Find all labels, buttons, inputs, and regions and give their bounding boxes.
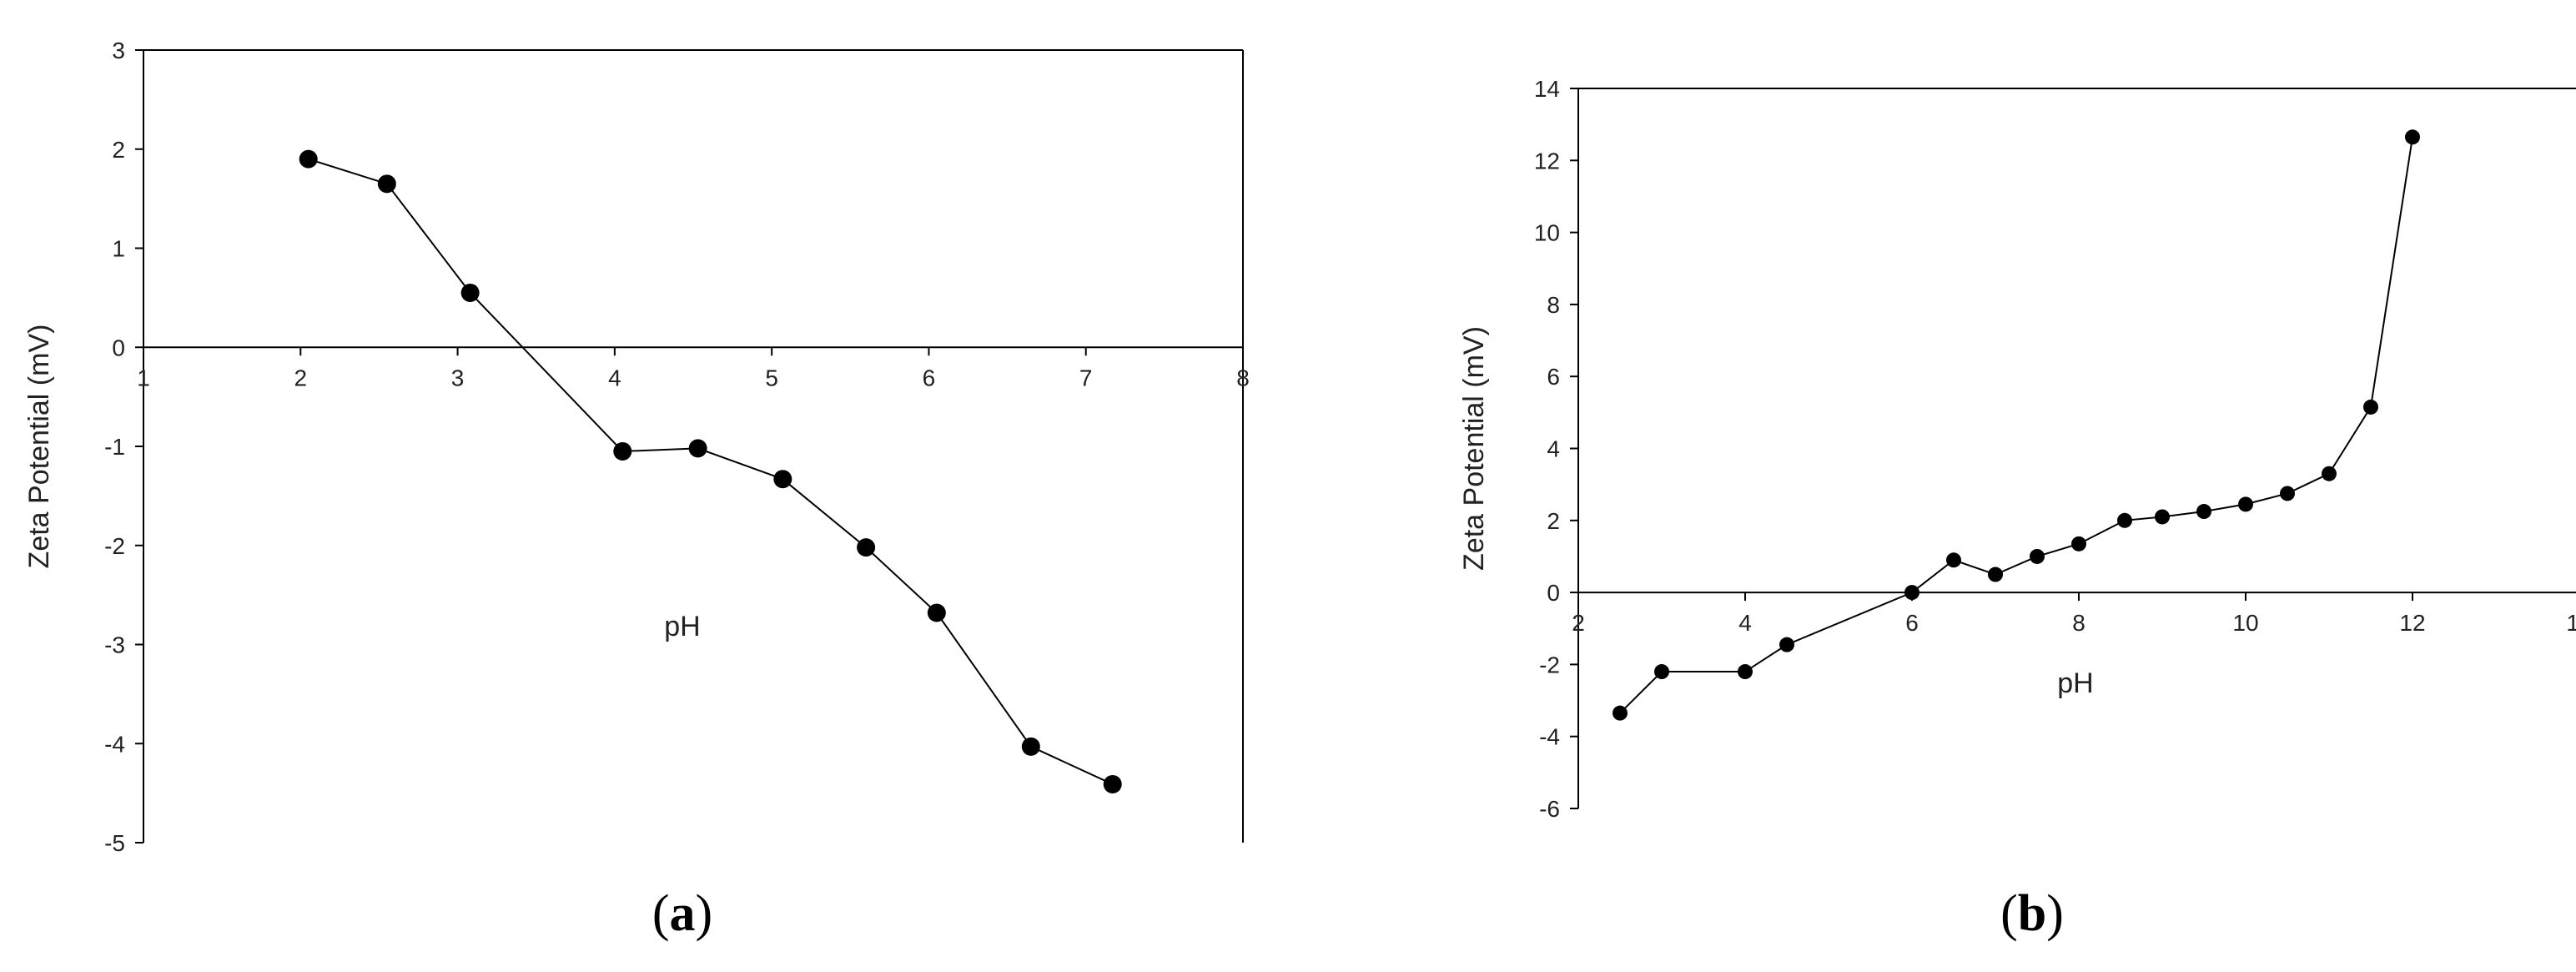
x-axis-title: pH bbox=[2057, 667, 2093, 699]
y-tick-label: 0 bbox=[112, 335, 125, 360]
y-tick-label: -2 bbox=[1539, 652, 1560, 677]
data-point bbox=[2196, 504, 2211, 520]
panel-label-open: ( bbox=[652, 885, 670, 942]
data-point bbox=[2363, 399, 2378, 415]
x-tick-label: 6 bbox=[923, 365, 936, 390]
data-point bbox=[1988, 567, 2003, 582]
data-point bbox=[857, 538, 876, 557]
y-tick-label: 12 bbox=[1534, 148, 1560, 174]
data-point bbox=[927, 603, 946, 622]
y-tick-label: 0 bbox=[1547, 580, 1560, 606]
y-tick-label: 2 bbox=[112, 137, 125, 163]
x-tick-label: 4 bbox=[608, 365, 621, 390]
data-point bbox=[2071, 536, 2086, 551]
data-point bbox=[1613, 705, 1628, 721]
y-tick-label: 8 bbox=[1547, 292, 1560, 318]
x-tick-label: 7 bbox=[1079, 365, 1093, 390]
data-point bbox=[1946, 552, 1961, 568]
y-tick-label: 2 bbox=[1547, 508, 1560, 534]
data-point bbox=[2155, 509, 2170, 525]
x-tick-label: 2 bbox=[1572, 610, 1585, 636]
data-point bbox=[1738, 664, 1753, 680]
panel-label-open: ( bbox=[2000, 885, 2018, 942]
y-axis-title: Zeta Potential (mV) bbox=[23, 325, 55, 569]
panel-label: (b) bbox=[2000, 885, 2064, 942]
y-tick-label: 6 bbox=[1547, 364, 1560, 390]
x-tick-label: 12 bbox=[2399, 610, 2425, 636]
panel-label-letter: b bbox=[2018, 885, 2046, 942]
x-axis-title: pH bbox=[664, 611, 700, 642]
x-tick-label: 14 bbox=[2566, 610, 2576, 636]
y-tick-label: 3 bbox=[112, 38, 125, 63]
y-tick-label: -3 bbox=[104, 632, 125, 658]
data-point bbox=[613, 441, 632, 461]
data-point bbox=[2322, 466, 2337, 481]
data-point bbox=[2030, 548, 2045, 564]
x-tick-label: 8 bbox=[2072, 610, 2085, 636]
series-line bbox=[308, 158, 1114, 785]
data-point bbox=[1021, 737, 1040, 756]
y-tick-label: 10 bbox=[1534, 220, 1560, 246]
data-point bbox=[2117, 512, 2132, 528]
data-point bbox=[1103, 774, 1122, 793]
data-point bbox=[2238, 496, 2253, 512]
x-tick-label: 3 bbox=[451, 365, 465, 390]
panel-label-close: ) bbox=[2046, 885, 2064, 942]
data-point bbox=[299, 149, 318, 169]
data-point bbox=[2405, 129, 2420, 145]
panel-label-letter: a bbox=[670, 885, 696, 942]
data-point bbox=[1654, 664, 1669, 680]
x-tick-label: 10 bbox=[2232, 610, 2258, 636]
x-tick-label: 2 bbox=[294, 365, 307, 390]
data-point bbox=[773, 470, 792, 489]
y-tick-label: 1 bbox=[112, 236, 125, 262]
x-tick-label: 4 bbox=[1738, 610, 1752, 636]
data-point bbox=[2280, 486, 2295, 501]
panel-label: (a) bbox=[652, 885, 712, 942]
y-tick-label: -6 bbox=[1539, 796, 1560, 822]
data-point bbox=[1904, 585, 1919, 601]
data-point bbox=[1779, 637, 1794, 652]
y-tick-label: -4 bbox=[104, 731, 125, 757]
panel-label-close: ) bbox=[696, 885, 713, 942]
y-tick-label: 4 bbox=[1547, 436, 1560, 462]
y-tick-label: -5 bbox=[104, 830, 125, 856]
y-tick-label: -4 bbox=[1539, 724, 1560, 750]
x-tick-label: 8 bbox=[1236, 365, 1250, 390]
chart-panel-b: -6-4-2024681012142468101214pHZeta Potent… bbox=[1458, 76, 2576, 942]
y-tick-label: -1 bbox=[104, 434, 125, 460]
x-tick-label: 1 bbox=[137, 365, 150, 390]
data-point bbox=[460, 283, 480, 302]
y-tick-label: -2 bbox=[104, 533, 125, 559]
data-point bbox=[688, 439, 707, 458]
y-axis-title: Zeta Potential (mV) bbox=[1458, 326, 1490, 571]
y-tick-label: 14 bbox=[1534, 76, 1560, 102]
x-tick-label: 5 bbox=[765, 365, 778, 390]
x-tick-label: 6 bbox=[1905, 610, 1919, 636]
data-point bbox=[377, 174, 396, 194]
